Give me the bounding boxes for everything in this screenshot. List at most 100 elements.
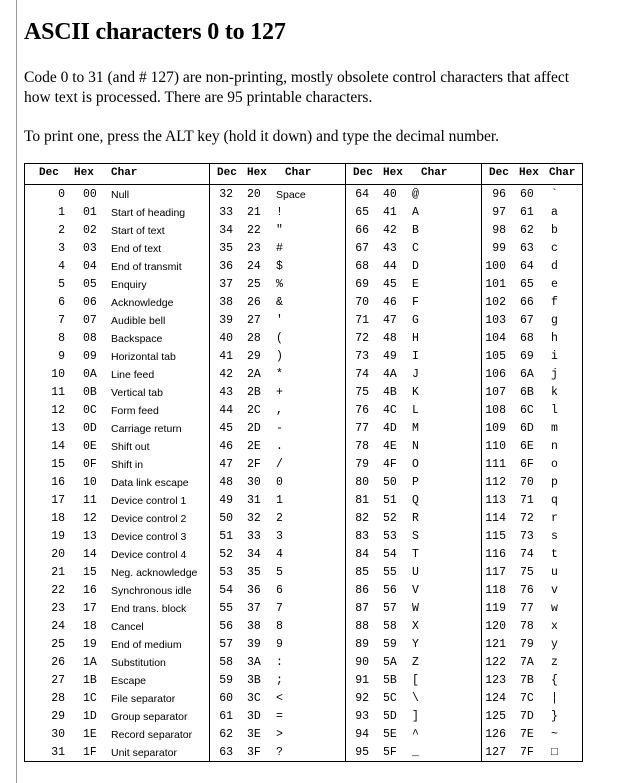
ascii-table: Dec Hex Char 0 00 Null 1 01 Start of heading 2 02 S… <box>24 163 583 762</box>
cell-hex: 5C <box>383 692 397 705</box>
cell-char: t <box>551 548 558 561</box>
table-row: 76 4C L <box>345 402 481 420</box>
cell-dec: 66 <box>355 224 369 237</box>
cell-dec: 124 <box>485 692 506 705</box>
cell-char: 0 <box>276 476 283 489</box>
cell-char: x <box>551 620 558 633</box>
cell-char: ; <box>276 674 283 687</box>
table-row: 48 30 0 <box>209 474 345 492</box>
cell-dec: 114 <box>485 512 506 525</box>
cell-dec: 77 <box>355 422 369 435</box>
table-row: 95 5F _ <box>345 744 481 762</box>
cell-char: V <box>412 584 419 597</box>
table-row: 14 0E Shift out <box>25 438 209 456</box>
cell-hex: 44 <box>383 260 397 273</box>
table-row: 80 50 P <box>345 474 481 492</box>
table-row: 1 01 Start of heading <box>25 204 209 222</box>
cell-hex: 3E <box>247 728 261 741</box>
cell-hex: 45 <box>383 278 397 291</box>
cell-hex: 7E <box>520 728 534 741</box>
cell-dec: 79 <box>355 458 369 471</box>
cell-char: D <box>412 260 419 273</box>
table-group-4: Dec Hex Char 96 60 ` 97 61 a 98 62 b 99 63 c 100 64 d 101 6… <box>481 164 583 761</box>
cell-dec: 54 <box>219 584 233 597</box>
cell-char: l <box>551 404 558 417</box>
table-row: 101 65 e <box>481 276 583 294</box>
table-row: 56 38 8 <box>209 618 345 636</box>
cell-dec: 110 <box>485 440 506 453</box>
cell-dec: 88 <box>355 620 369 633</box>
header-hex: Hex <box>74 167 94 179</box>
cell-char: u <box>551 566 558 579</box>
cell-dec: 49 <box>219 494 233 507</box>
cell-dec: 87 <box>355 602 369 615</box>
cell-char: E <box>412 278 419 291</box>
cell-hex: 59 <box>383 638 397 651</box>
table-row: 41 29) <box>209 348 345 366</box>
cell-char: i <box>551 350 558 363</box>
cell-hex: 4C <box>383 404 397 417</box>
cell-dec: 64 <box>355 188 369 201</box>
cell-hex: 64 <box>520 260 534 273</box>
table-row: 89 59 Y <box>345 636 481 654</box>
cell-hex: 75 <box>520 566 534 579</box>
cell-dec: 33 <box>219 206 233 219</box>
cell-char: { <box>551 674 558 687</box>
cell-hex: 61 <box>520 206 534 219</box>
cell-dec: 39 <box>219 314 233 327</box>
cell-dec: 105 <box>485 350 506 363</box>
cell-hex: 3D <box>247 710 261 723</box>
cell-char: | <box>551 692 558 705</box>
cell-hex: 3A <box>247 656 261 669</box>
cell-dec: 38 <box>219 296 233 309</box>
cell-hex: 12 <box>83 512 97 525</box>
table-row: 43 2B + <box>209 384 345 402</box>
cell-dec: 13 <box>51 422 65 435</box>
cell-char: y <box>551 638 558 651</box>
cell-dec: 122 <box>485 656 506 669</box>
cell-name: Neg. acknowledge <box>111 567 198 579</box>
cell-hex: 00 <box>83 188 97 201</box>
cell-dec: 104 <box>485 332 506 345</box>
cell-dec: 3 <box>58 242 65 255</box>
cell-dec: 68 <box>355 260 369 273</box>
cell-char: O <box>412 458 419 471</box>
cell-char: P <box>412 476 419 489</box>
cell-char: B <box>412 224 419 237</box>
cell-char: L <box>412 404 419 417</box>
cell-char: n <box>551 440 558 453</box>
table-row: 36 24 $ <box>209 258 345 276</box>
cell-hex: 62 <box>520 224 534 237</box>
table-row: 8 08 Backspace <box>25 330 209 348</box>
cell-dec: 23 <box>51 602 65 615</box>
table-row: 0 00 Null <box>25 186 209 204</box>
cell-char: b <box>551 224 558 237</box>
table-row: 118 76 v <box>481 582 583 600</box>
cell-name: End of text <box>111 243 162 255</box>
table-row: 71 47 G <box>345 312 481 330</box>
cell-char: = <box>276 710 283 723</box>
cell-char: - <box>276 422 283 435</box>
cell-name: Data link escape <box>111 477 189 489</box>
cell-dec: 15 <box>51 458 65 471</box>
table-row: 22 16 Synchronous idle <box>25 582 209 600</box>
table-row: 37 25% <box>209 276 345 294</box>
table-row: 73 49 I <box>345 348 481 366</box>
cell-dec: 98 <box>492 224 506 237</box>
table-row: 108 6C l <box>481 402 583 420</box>
cell-char: ~ <box>551 728 558 741</box>
cell-dec: 12 <box>51 404 65 417</box>
cell-char: G <box>412 314 419 327</box>
page-left-border <box>16 0 17 783</box>
cell-char: q <box>551 494 558 507</box>
cell-hex: 56 <box>383 584 397 597</box>
cell-dec: 63 <box>219 746 233 759</box>
cell-hex: 7F <box>520 746 534 759</box>
table-row: 72 48 H <box>345 330 481 348</box>
cell-dec: 73 <box>355 350 369 363</box>
table-row: 29 1D Group separator <box>25 708 209 726</box>
cell-dec: 58 <box>219 656 233 669</box>
cell-name: Audible bell <box>111 315 166 327</box>
cell-dec: 65 <box>355 206 369 219</box>
cell-char: □ <box>551 746 558 759</box>
